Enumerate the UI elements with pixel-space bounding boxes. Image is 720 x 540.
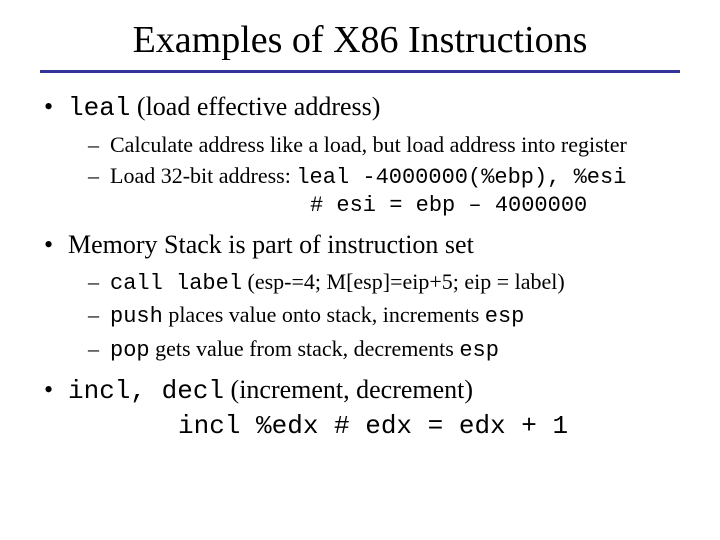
leal-sub1: Calculate address like a load, but load … [88, 131, 680, 159]
call-rest: (esp-=4; M[esp]=eip+5; eip = label) [242, 269, 565, 294]
bullet-leal: leal (load effective address) Calculate … [40, 91, 680, 219]
leal-sub2-prefix: Load 32-bit address: [110, 163, 296, 188]
slide: Examples of X86 Instructions leal (load … [0, 0, 720, 540]
stack-sub-push: push places value onto stack, increments… [88, 301, 680, 331]
bullet-stack: Memory Stack is part of instruction set … [40, 229, 680, 364]
leal-sub2-code1: leal -4000000(%ebp), %esi [296, 165, 626, 190]
bullet-incl: incl, decl (increment, decrement) incl %… [40, 374, 680, 442]
leal-text: (load effective address) [130, 92, 380, 121]
incl-code: incl, decl [68, 376, 224, 406]
push-esp: esp [485, 304, 525, 329]
stack-sub-pop: pop gets value from stack, decrements es… [88, 335, 680, 365]
stack-text: Memory Stack is part of instruction set [68, 230, 474, 259]
pop-esp: esp [459, 338, 499, 363]
pop-rest: gets value from stack, decrements [150, 336, 460, 361]
push-rest: places value onto stack, increments [163, 302, 485, 327]
leal-sub2: Load 32-bit address: leal -4000000(%ebp)… [88, 162, 680, 219]
stack-sub-call: call label (esp-=4; M[esp]=eip+5; eip = … [88, 268, 680, 298]
title-underline [40, 70, 680, 73]
leal-code: leal [68, 93, 130, 123]
call-code: call label [110, 271, 242, 296]
stack-sublist: call label (esp-=4; M[esp]=eip+5; eip = … [68, 268, 680, 365]
pop-code: pop [110, 338, 150, 363]
leal-sub2-code2: # esi = ebp – 4000000 [310, 192, 680, 220]
bullet-list: leal (load effective address) Calculate … [40, 91, 680, 442]
incl-example: incl %edx # edx = edx + 1 [68, 410, 680, 443]
slide-title: Examples of X86 Instructions [40, 18, 680, 62]
push-code: push [110, 304, 163, 329]
leal-sublist: Calculate address like a load, but load … [68, 131, 680, 220]
incl-text: (increment, decrement) [224, 375, 473, 404]
